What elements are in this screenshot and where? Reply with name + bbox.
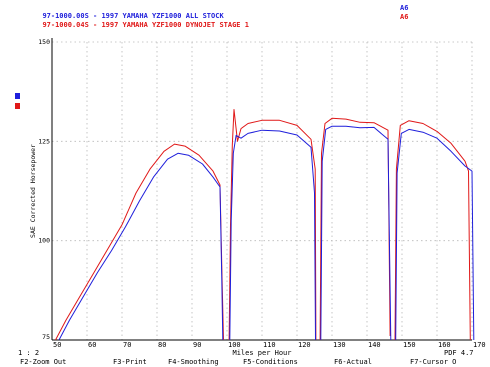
series-marker-stage1 [15,103,20,109]
series-marker-stock [15,93,20,99]
y-tick-label: 125 [38,137,50,145]
header-line-stock: 97-1000.00S - 1997 YAMAHA YZF1000 ALL ST… [34,4,408,20]
scale-note: 1 : 2 [18,349,40,357]
series-1-pull-3 [395,128,475,341]
fkey-5[interactable]: F5-Conditions [243,358,298,366]
x-tick-label: 50 [53,341,61,349]
y-tick-label: 75 [42,333,50,341]
series-layer [55,109,475,341]
header-tag-stock: A6 [400,4,409,12]
fkey-6[interactable]: F6-Actual [334,358,372,366]
x-tick-label: 100 [228,341,241,349]
x-tick-label: 80 [158,341,166,349]
fkey-3[interactable]: F3-Print [113,358,147,366]
x-tick-label: 170 [473,341,486,349]
x-tick-label: 70 [123,341,131,349]
series-1-pull-1 [229,129,316,341]
header-tag-stage1: A6 [400,13,409,21]
header-text-stage1: 97-1000.04S - 1997 YAMAHA YZF1000 DYNOJE… [42,21,249,29]
x-tick-label: 160 [438,341,451,349]
series-0-pull-2 [319,117,391,341]
x-axis-label: Miles per Hour [232,349,291,357]
header-line-stage1: 97-1000.04S - 1997 YAMAHA YZF1000 DYNOJE… [34,13,408,29]
fkey-2[interactable]: F2-Zoom Out [20,358,67,366]
series-0-pull-1 [228,109,317,341]
fkey-4[interactable]: F4-Smoothing [168,358,219,366]
series-0-pull-3 [394,120,471,341]
x-tick-label: 110 [263,341,276,349]
series-0-pull-0 [55,143,224,341]
x-tick-label: 150 [403,341,416,349]
x-tick-label: 130 [333,341,346,349]
axes [51,38,472,341]
series-1-pull-2 [320,125,392,341]
x-tick-label: 60 [88,341,96,349]
y-tick-label: 100 [38,237,50,245]
y-axis-label: SAE Corrected Horsepower [29,144,37,238]
function-key-bar: F2-Zoom Out F3-Print F4-Smoothing F5-Condit… [18,358,490,367]
grid [52,41,473,340]
header-text-stock: 97-1000.00S - 1997 YAMAHA YZF1000 ALL ST… [42,12,224,20]
x-tick-label: 120 [298,341,311,349]
fkey-7[interactable]: F7-Cursor O [410,358,457,366]
x-tick-label: 90 [193,341,201,349]
tick-labels: 50 60 70 80 90 100 110 120 130 140 150 160 170 75 100 1… [38,38,485,349]
pdf-label: PDF 4.7 [444,349,474,357]
x-tick-label: 140 [368,341,381,349]
series-1-pull-0 [58,152,224,341]
y-tick-label: 150 [38,38,50,46]
